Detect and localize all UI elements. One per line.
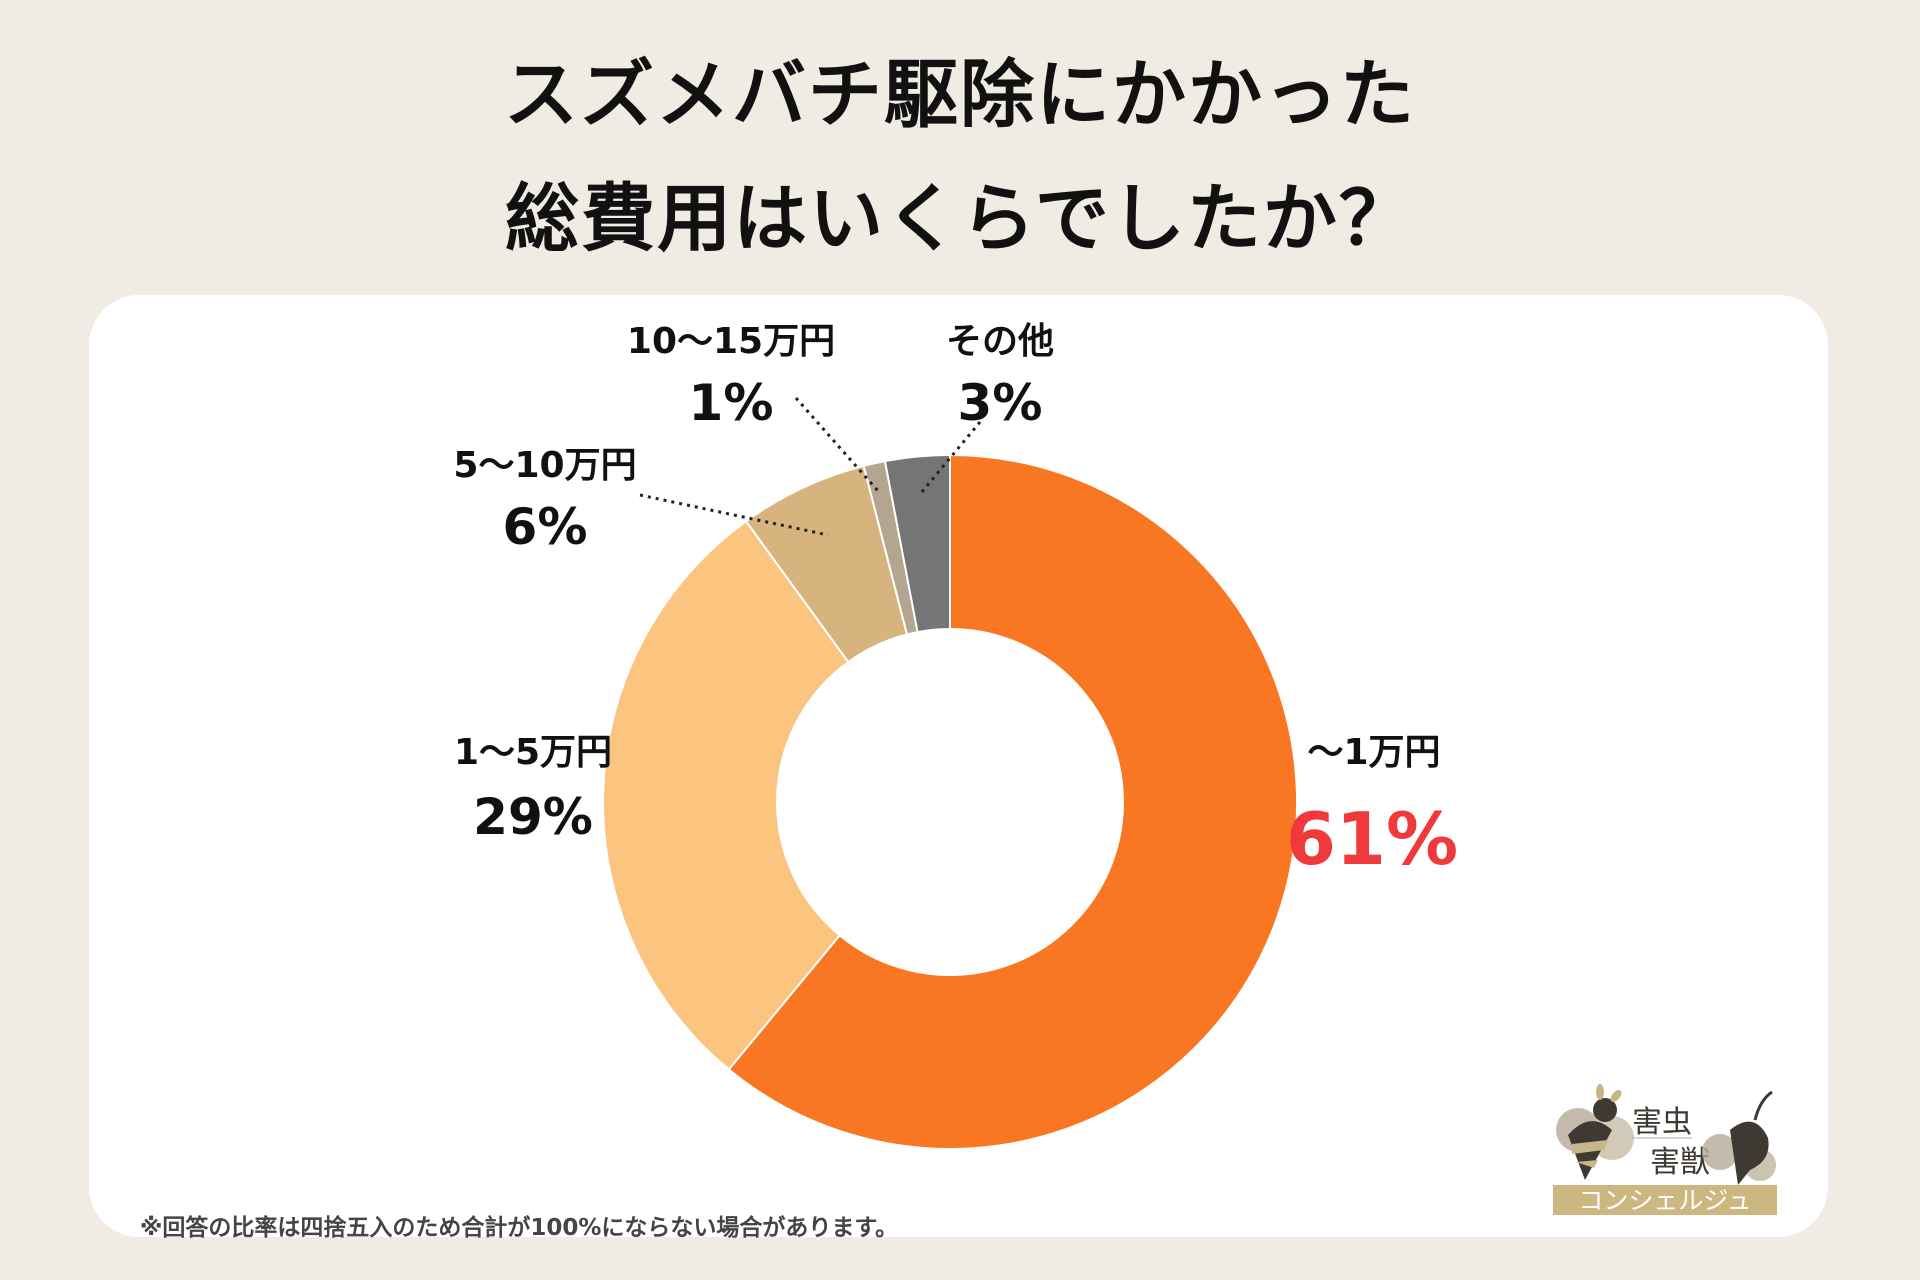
label-pct-1: 29% (473, 788, 593, 846)
label-cat-1: 1〜5万円 (453, 732, 613, 773)
label-cat-4: その他 (945, 321, 1055, 362)
leader-line-0 (639, 493, 829, 537)
donut-slice-1 (602, 519, 850, 1071)
chart-title-line2: 総費用はいくらでしたか？ (505, 176, 1415, 262)
label-pct-2: 6% (502, 498, 588, 556)
label-pct-0: 61% (1285, 797, 1459, 881)
label-pct-3: 1% (688, 374, 774, 432)
donut-slice-4 (883, 453, 951, 634)
logo-text-3: コンシェルジュ (1578, 1186, 1751, 1215)
donut-slice-0 (727, 453, 1298, 1150)
label-pct-4: 3% (957, 374, 1043, 432)
label-cat-0: 〜1万円 (1307, 732, 1441, 773)
logo-text-2: 害獣 (1650, 1145, 1710, 1180)
leader-line-1 (794, 397, 881, 493)
chart-title-line1: スズメバチ駆除にかかった (504, 52, 1416, 138)
logo: 害虫 害獣 コンシェルジュ (1553, 1084, 1777, 1215)
label-cat-3: 10〜15万円 (626, 321, 836, 362)
footnote: ※回答の比率は四捨五入のため合計が100%にならない場合があります。 (140, 1215, 899, 1241)
logo-text-1: 害虫 (1632, 1105, 1692, 1140)
label-cat-2: 5〜10万円 (453, 445, 637, 486)
